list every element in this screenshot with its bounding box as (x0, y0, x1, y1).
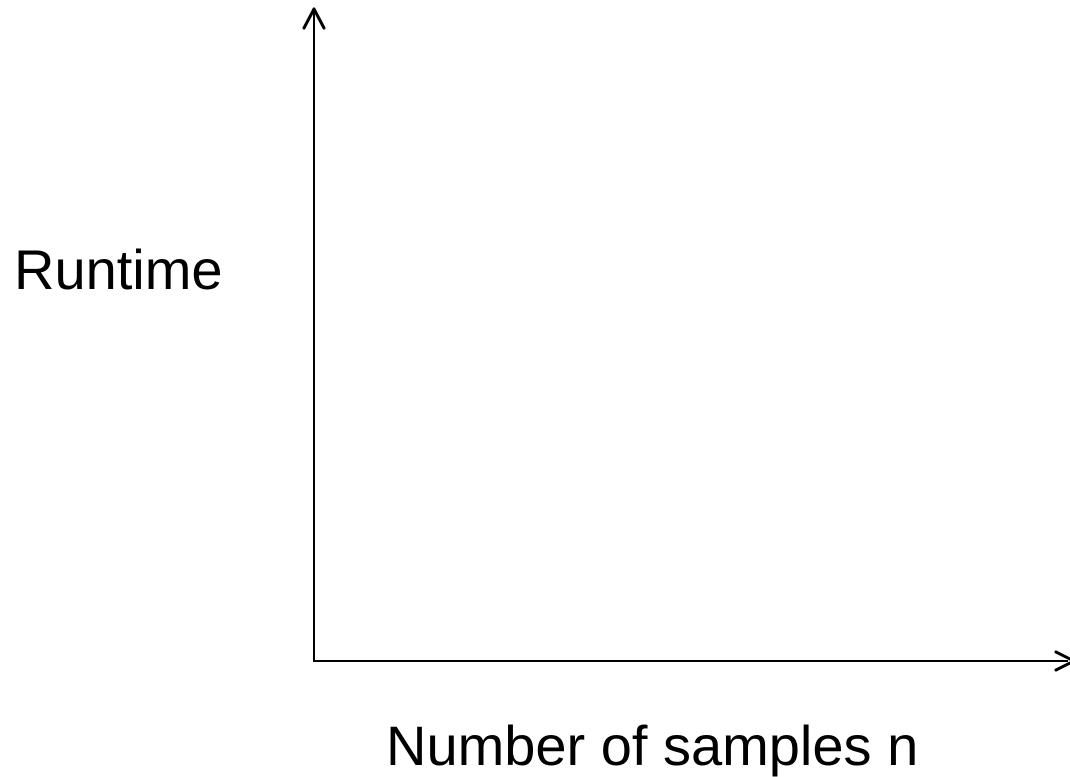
x-axis-arrowhead-icon (1054, 650, 1070, 672)
y-axis-arrowhead-icon (302, 7, 326, 30)
y-axis-label: Runtime (14, 238, 223, 301)
x-axis-label: Number of samples n (386, 714, 919, 777)
